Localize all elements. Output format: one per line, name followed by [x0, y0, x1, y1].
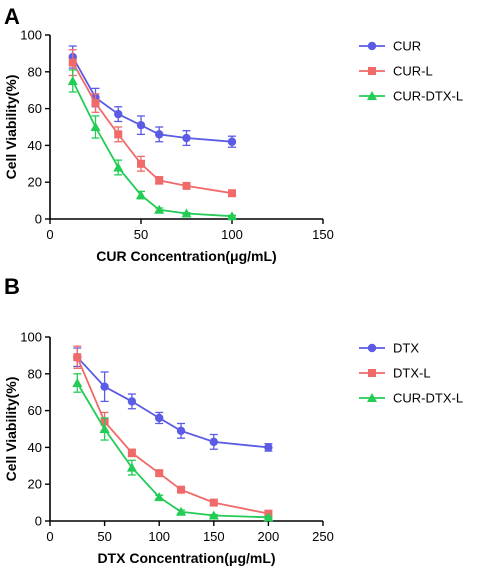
- data-point-cur-l: [155, 176, 164, 185]
- y-tick-label: 20: [28, 175, 42, 190]
- legend-item-dtx: DTX: [359, 341, 419, 356]
- data-point-cur-l: [182, 181, 191, 190]
- data-point-cur-l: [114, 130, 123, 139]
- data-point-cur-dtx-l: [154, 204, 165, 214]
- data-point-cur-l: [68, 58, 77, 67]
- x-tick-label: 250: [312, 529, 334, 544]
- data-point-cur: [136, 120, 146, 130]
- series-line-cur-dtx-l: [76, 382, 269, 519]
- y-tick-label: 40: [28, 138, 42, 153]
- x-tick-label: 150: [312, 227, 334, 242]
- data-point-cur-dtx-l: [72, 378, 83, 387]
- legend-marker: [368, 67, 376, 75]
- x-axis-title: DTX Concentration(μg/mL): [97, 550, 275, 566]
- data-point-cur: [227, 137, 237, 146]
- x-tick-label: 0: [46, 529, 53, 544]
- data-point-cur-l: [91, 99, 100, 108]
- data-point-dtx: [100, 382, 109, 391]
- y-tick-label: 80: [28, 64, 42, 79]
- series-cur: [68, 45, 237, 148]
- data-point-cur-dtx-l: [99, 424, 110, 433]
- y-tick-label: 100: [20, 28, 42, 43]
- series-cur-dtx-l: [72, 373, 274, 522]
- data-point-cur-dtx-l: [227, 211, 237, 221]
- series-line-dtx: [76, 356, 269, 449]
- data-point-dtx-l: [155, 469, 164, 478]
- data-point-cur-l: [137, 159, 145, 168]
- legend-label: CUR-DTX-L: [393, 391, 463, 406]
- legend-item-cur-l: CUR-L: [359, 64, 433, 79]
- x-tick-label: 150: [203, 529, 225, 544]
- chart-panel-b: B 0 50 100 150 200 250 0 20 40 60 80 100 DTX Concentr…: [3, 274, 463, 566]
- data-point-dtx-l: [73, 353, 82, 362]
- y-axis-title: Cell Viability(%): [3, 75, 19, 180]
- y-tick-label: 40: [28, 440, 42, 455]
- data-point-cur-dtx-l: [208, 510, 219, 520]
- legend-label: CUR-L: [393, 64, 433, 79]
- data-point-dtx-l: [177, 485, 186, 494]
- chart-panel-a: A 0 50 100 150 0 20 40 60 80 100 CUR Concentration(…: [3, 4, 463, 264]
- data-point-cur-dtx-l: [126, 462, 137, 472]
- series-dtx: [73, 347, 273, 452]
- panel-label: B: [4, 274, 20, 299]
- legend-label: DTX-L: [393, 366, 431, 381]
- data-point-cur: [155, 130, 164, 139]
- y-tick-label: 20: [28, 477, 42, 492]
- data-point-cur-l: [228, 189, 236, 198]
- data-point-cur-dtx-l: [67, 76, 78, 85]
- legend-marker: [367, 343, 377, 353]
- data-point-cur-dtx-l: [113, 162, 124, 172]
- data-point-cur-dtx-l: [136, 190, 146, 200]
- data-point-cur-dtx-l: [90, 122, 101, 131]
- data-point-dtx: [176, 426, 186, 436]
- y-tick-label: 0: [35, 212, 42, 227]
- x-tick-label: 0: [46, 227, 53, 242]
- series-cur-dtx-l: [67, 69, 237, 221]
- legend-item-cur-dtx-l: CUR-DTX-L: [359, 89, 463, 104]
- y-tick-label: 60: [28, 101, 42, 116]
- legend-label: CUR: [393, 39, 421, 54]
- y-tick-label: 60: [28, 403, 42, 418]
- y-tick-label: 80: [28, 366, 42, 381]
- x-axis-title: CUR Concentration(μg/mL): [96, 248, 276, 264]
- x-tick-label: 100: [148, 529, 170, 544]
- legend-marker: [368, 369, 376, 377]
- legend-item-cur: CUR: [359, 39, 421, 54]
- data-point-cur-dtx-l: [176, 506, 187, 516]
- data-point-dtx: [264, 443, 273, 452]
- data-point-cur: [182, 133, 191, 143]
- y-tick-label: 0: [35, 514, 42, 529]
- y-tick-label: 100: [20, 330, 42, 345]
- data-point-dtx: [209, 437, 218, 447]
- legend-item-cur-dtx-l: CUR-DTX-L: [359, 391, 463, 406]
- legend-label: CUR-DTX-L: [393, 89, 463, 104]
- panel-label: A: [4, 4, 20, 29]
- x-tick-label: 50: [97, 529, 111, 544]
- x-tick-label: 200: [258, 529, 280, 544]
- legend-item-dtx-l: DTX-L: [359, 366, 431, 381]
- data-point-cur-dtx-l: [263, 512, 274, 522]
- data-point-cur-dtx-l: [181, 208, 192, 218]
- legend-marker: [367, 41, 377, 51]
- data-point-dtx-l: [209, 498, 218, 507]
- data-point-dtx-l: [127, 448, 136, 457]
- data-point-dtx: [127, 397, 137, 406]
- y-axis-title: Cell Viability(%): [3, 377, 19, 482]
- data-point-cur: [114, 109, 123, 119]
- x-tick-label: 50: [134, 227, 148, 242]
- data-point-cur-dtx-l: [154, 492, 165, 502]
- series-line-dtx-l: [76, 356, 269, 515]
- data-point-dtx: [155, 413, 164, 423]
- series-cur-l: [68, 49, 236, 198]
- legend-label: DTX: [393, 341, 419, 356]
- x-tick-label: 100: [221, 227, 243, 242]
- legend-marker: [367, 393, 377, 402]
- legend-marker: [367, 91, 377, 100]
